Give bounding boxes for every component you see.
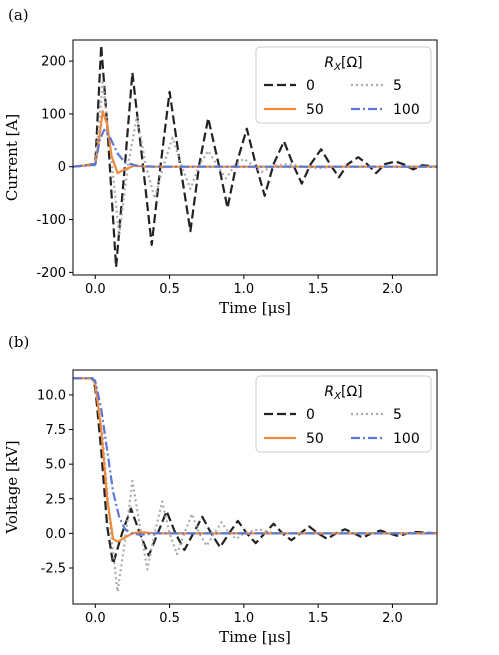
series-line-5 [73,81,437,237]
legend-label-5: 5 [393,407,402,423]
legend-label-0: 0 [306,407,315,423]
y-tick-label: -100 [36,213,66,228]
chart-panel-a: (a) 0.0 0.5 1.0 1.5 2.0 200 100 0 -100 -200 Time [μ… [3,6,438,317]
y-tick-label: 0 [58,160,66,175]
y-tick-label: 100 [41,107,66,122]
legend: RX[Ω] 0 5 50 100 [255,46,432,124]
x-tick-label: 1.0 [234,611,255,626]
x-tick-label: 0.5 [159,611,180,626]
series-line-5 [73,377,437,593]
series-group [73,377,437,593]
x-tick-label: 1.0 [234,282,255,297]
y-tick-label: 2.5 [45,492,66,507]
legend-title: RX[Ω] [324,384,362,402]
x-tick-label: 0.0 [85,282,106,297]
x-tick-label: 1.5 [308,611,329,626]
legend-label-100: 100 [393,102,420,118]
series-line-100 [73,377,437,536]
x-tick-label: 2.0 [382,282,403,297]
legend-box [255,375,432,453]
y-tick-label: -2.5 [41,562,66,577]
legend-title-main: R [324,384,334,400]
legend-title-main: R [324,55,334,71]
legend-label-0: 0 [306,78,315,94]
series-group [73,44,437,269]
x-tick-label: 0.0 [85,611,106,626]
y-tick-label: 5.0 [45,458,66,473]
y-tick-label: 10.0 [37,388,66,403]
series-line-100 [73,128,437,168]
series-line-0 [73,44,437,269]
panel-label: (b) [8,333,29,351]
x-tick-label: 2.0 [382,611,403,626]
legend-box [255,46,432,124]
legend-label-100: 100 [393,431,420,447]
plot-frame [72,39,438,276]
chart-panel-b: (b) 0.0 0.5 1.0 1.5 2.0 10.0 7.5 5.0 2.5 0.0 -2.5 Ti… [3,333,438,646]
x-tick-label: 1.5 [308,282,329,297]
legend-label-50: 50 [306,431,324,447]
legend-label-5: 5 [393,78,402,94]
x-axis-label: Time [μs] [219,299,291,317]
panel-label: (a) [8,6,29,24]
legend-title-subscript: X [333,62,342,73]
legend-title-unit: [Ω] [341,55,363,71]
y-tick-label: 200 [41,55,66,70]
legend-title-unit: [Ω] [341,384,363,400]
y-tick-label: 0.0 [45,527,66,542]
legend: RX[Ω] 0 5 50 100 [255,375,432,453]
y-axis-label: Current [A] [3,114,21,201]
legend-label-50: 50 [306,102,324,118]
y-axis-label: Voltage [kV] [3,440,21,534]
plot-frame [72,369,438,605]
x-tick-label: 0.5 [159,282,180,297]
legend-title: RX[Ω] [324,55,362,73]
y-tick-label: -200 [36,266,66,281]
x-axis-label: Time [μs] [219,628,291,646]
y-tick-label: 7.5 [45,423,66,438]
legend-title-subscript: X [333,391,342,402]
